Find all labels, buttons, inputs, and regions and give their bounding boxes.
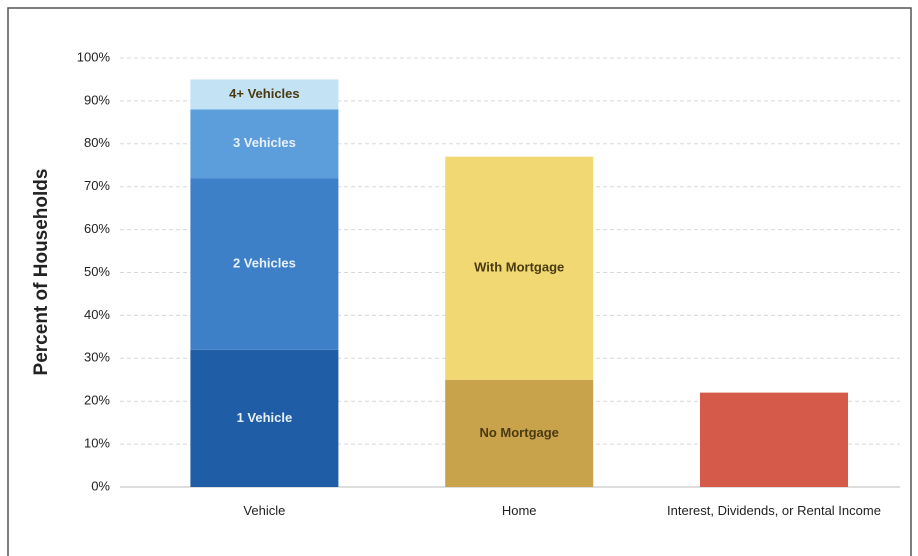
- y-tick-label: 10%: [84, 436, 110, 451]
- x-tick-label: Vehicle: [243, 503, 286, 518]
- segment-label: 3 Vehicles: [233, 135, 296, 150]
- segment-label: No Mortgage: [479, 425, 558, 440]
- x-tick-label: Interest, Dividends, or Rental Income: [667, 503, 881, 518]
- y-tick-label: 100%: [77, 49, 111, 64]
- bar-segment: [190, 109, 339, 179]
- y-tick-label: 40%: [84, 307, 110, 322]
- segment-label: 2 Vehicles: [233, 255, 296, 270]
- y-tick-label: 80%: [84, 135, 110, 150]
- bar-segment: [190, 178, 339, 350]
- y-tick-label: 90%: [84, 92, 110, 107]
- y-axis-title: Percent of Households: [31, 169, 52, 376]
- segment-label: 1 Vehicle: [237, 410, 293, 425]
- segment-label: With Mortgage: [474, 260, 564, 275]
- chart-frame: [7, 7, 912, 556]
- y-tick-label: 60%: [84, 221, 110, 236]
- bar-segment: [700, 392, 848, 487]
- bar-segment: [190, 79, 339, 110]
- y-tick-label: 30%: [84, 350, 110, 365]
- segment-label: 4+ Vehicles: [229, 86, 299, 101]
- y-tick-label: 20%: [84, 393, 110, 408]
- bar-segment: [445, 379, 594, 487]
- bar-segment: [190, 349, 339, 487]
- y-tick-label: 0%: [91, 478, 110, 493]
- y-tick-label: 50%: [84, 264, 110, 279]
- x-tick-label: Home: [501, 503, 537, 518]
- y-tick-label: 70%: [84, 178, 110, 193]
- bar-segment: [445, 156, 594, 380]
